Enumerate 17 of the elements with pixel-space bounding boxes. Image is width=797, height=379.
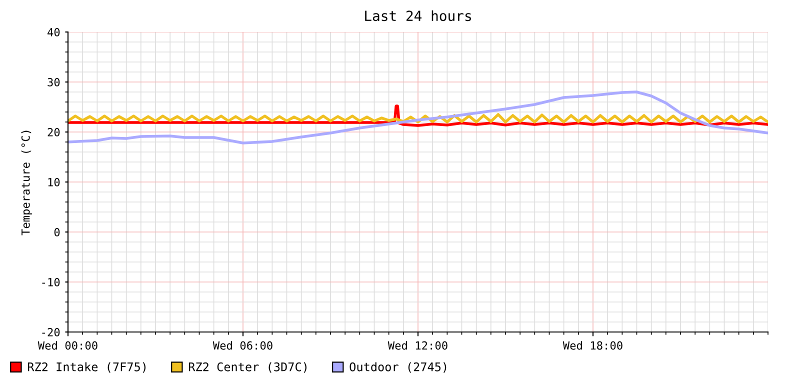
y-tick-label: 40: [48, 28, 60, 36]
chart-title: Last 24 hours: [365, 10, 471, 22]
legend-label: RZ2 Center (3D7C): [188, 362, 306, 373]
y-tick-label: -20: [42, 328, 60, 336]
x-tick-label: Wed 18:00: [562, 341, 622, 350]
x-tick-label: Wed 12:00: [388, 341, 448, 350]
line-series: [68, 113, 768, 124]
x-tick-label: Wed 06:00: [212, 341, 272, 350]
y-tick-label: 30: [48, 78, 60, 86]
y-tick-label: 10: [48, 178, 60, 186]
x-tick-label: Wed 00:00: [38, 341, 98, 350]
legend-label: RZ2 Intake (7F75): [28, 362, 146, 373]
y-tick-label: -10: [42, 278, 60, 286]
y-tick-label: 20: [48, 128, 60, 136]
legend-label: Outdoor (2745): [350, 362, 446, 373]
y-axis-title: Temperature (°C): [21, 130, 32, 236]
y-tick-label: 0: [54, 228, 60, 236]
